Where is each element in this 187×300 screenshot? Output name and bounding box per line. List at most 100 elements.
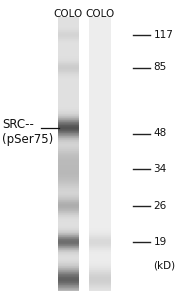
Polygon shape [89,232,111,233]
Polygon shape [89,238,111,239]
Polygon shape [89,188,111,189]
Polygon shape [58,177,79,178]
Polygon shape [89,177,111,178]
Polygon shape [58,181,79,182]
Polygon shape [89,33,111,34]
Polygon shape [89,276,111,277]
Text: 34: 34 [153,164,167,175]
Polygon shape [58,129,79,130]
Polygon shape [89,282,111,283]
Polygon shape [89,213,111,214]
Polygon shape [58,153,79,154]
Polygon shape [89,22,111,23]
Polygon shape [58,44,79,45]
Polygon shape [89,260,111,261]
Polygon shape [58,219,79,220]
Polygon shape [58,205,79,206]
Polygon shape [89,214,111,215]
Polygon shape [89,62,111,63]
Polygon shape [89,263,111,264]
Polygon shape [58,43,79,44]
Polygon shape [89,130,111,131]
Polygon shape [89,270,111,271]
Polygon shape [58,169,79,170]
Polygon shape [89,45,111,46]
Polygon shape [58,195,79,196]
Polygon shape [89,72,111,73]
Polygon shape [89,271,111,272]
Polygon shape [89,142,111,143]
Polygon shape [58,47,79,48]
Polygon shape [89,223,111,224]
Polygon shape [58,33,79,34]
Polygon shape [89,250,111,251]
Polygon shape [89,281,111,282]
Polygon shape [89,128,111,129]
Polygon shape [58,88,79,89]
Polygon shape [89,273,111,274]
Polygon shape [89,66,111,67]
Polygon shape [89,190,111,191]
Polygon shape [89,157,111,158]
Polygon shape [58,244,79,245]
Polygon shape [89,245,111,246]
Polygon shape [89,57,111,58]
Polygon shape [58,191,79,192]
Polygon shape [58,257,79,258]
Polygon shape [89,186,111,187]
Polygon shape [58,186,79,187]
Polygon shape [58,21,79,22]
Polygon shape [58,74,79,75]
Polygon shape [58,50,79,51]
Polygon shape [89,104,111,105]
Polygon shape [58,147,79,148]
Polygon shape [58,157,79,158]
Polygon shape [89,240,111,241]
Polygon shape [58,223,79,224]
Polygon shape [58,58,79,59]
Polygon shape [89,175,111,176]
Polygon shape [58,127,79,128]
Polygon shape [89,88,111,89]
Polygon shape [89,82,111,83]
Polygon shape [89,38,111,39]
Polygon shape [58,237,79,238]
Polygon shape [58,209,79,210]
Polygon shape [89,123,111,124]
Polygon shape [58,83,79,84]
Polygon shape [58,178,79,179]
Polygon shape [58,37,79,38]
Polygon shape [89,115,111,116]
Polygon shape [89,219,111,220]
Polygon shape [58,213,79,214]
Polygon shape [89,86,111,87]
Polygon shape [89,108,111,109]
Polygon shape [58,123,79,124]
Polygon shape [58,65,79,66]
Polygon shape [89,70,111,71]
Polygon shape [89,144,111,145]
Polygon shape [89,122,111,123]
Polygon shape [89,85,111,86]
Polygon shape [58,240,79,241]
Polygon shape [58,262,79,263]
Polygon shape [58,154,79,155]
Polygon shape [58,42,79,43]
Polygon shape [89,47,111,48]
Polygon shape [89,126,111,127]
Polygon shape [89,169,111,170]
Polygon shape [89,53,111,54]
Polygon shape [89,275,111,276]
Polygon shape [89,19,111,20]
Polygon shape [58,199,79,200]
Polygon shape [58,150,79,151]
Polygon shape [89,77,111,78]
Polygon shape [58,115,79,116]
Polygon shape [58,222,79,223]
Polygon shape [58,67,79,68]
Polygon shape [58,220,79,221]
Polygon shape [58,54,79,55]
Polygon shape [89,248,111,249]
Polygon shape [89,146,111,147]
Polygon shape [58,100,79,101]
